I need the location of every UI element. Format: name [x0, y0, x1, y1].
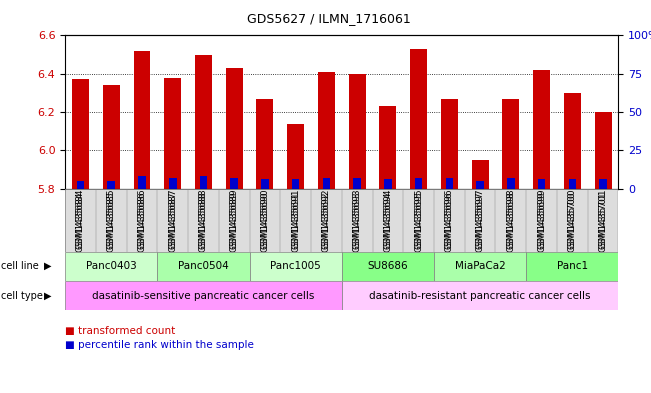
Text: GDS5627 / ILMN_1716061: GDS5627 / ILMN_1716061: [247, 12, 411, 25]
Bar: [249, 252, 342, 281]
Bar: [594, 112, 611, 189]
Text: GSM1435688: GSM1435688: [199, 192, 208, 252]
Text: GSM1435693: GSM1435693: [353, 192, 362, 252]
Text: cell type: cell type: [1, 291, 42, 301]
Text: ■ percentile rank within the sample: ■ percentile rank within the sample: [65, 340, 254, 350]
Text: Panc0504: Panc0504: [178, 261, 229, 271]
Bar: [415, 178, 422, 189]
Text: dasatinib-sensitive pancreatic cancer cells: dasatinib-sensitive pancreatic cancer ce…: [92, 291, 314, 301]
Text: GSM1435689: GSM1435689: [230, 189, 239, 249]
Text: GSM1435698: GSM1435698: [506, 192, 516, 252]
Bar: [230, 178, 238, 189]
Text: GSM1435690: GSM1435690: [260, 189, 270, 249]
Text: GSM1435693: GSM1435693: [353, 189, 362, 249]
Bar: [292, 180, 299, 189]
Bar: [138, 176, 146, 189]
Bar: [441, 99, 458, 189]
Text: GSM1435688: GSM1435688: [199, 189, 208, 249]
Bar: [195, 55, 212, 189]
Text: GSM1435695: GSM1435695: [414, 189, 423, 249]
Text: GSM1435687: GSM1435687: [168, 192, 177, 252]
Text: GSM1435686: GSM1435686: [137, 192, 146, 252]
Bar: [564, 93, 581, 189]
Bar: [380, 106, 396, 189]
Bar: [107, 181, 115, 189]
Bar: [349, 73, 366, 189]
Text: GSM1435701: GSM1435701: [598, 192, 607, 252]
Text: GSM1435697: GSM1435697: [476, 189, 484, 249]
Text: GSM1435685: GSM1435685: [107, 192, 116, 252]
Bar: [133, 51, 150, 189]
Text: GSM1435695: GSM1435695: [414, 192, 423, 252]
Bar: [72, 79, 89, 189]
Text: ▶: ▶: [44, 291, 52, 301]
Text: GSM1435697: GSM1435697: [476, 192, 484, 252]
Text: ■ transformed count: ■ transformed count: [65, 326, 175, 336]
Text: GSM1435684: GSM1435684: [76, 189, 85, 249]
Bar: [384, 180, 392, 189]
Text: GSM1435698: GSM1435698: [506, 189, 516, 249]
Text: GSM1435687: GSM1435687: [168, 189, 177, 249]
Text: GSM1435701: GSM1435701: [598, 189, 607, 249]
Bar: [200, 176, 207, 189]
Text: GSM1435694: GSM1435694: [383, 189, 393, 249]
Text: dasatinib-resistant pancreatic cancer cells: dasatinib-resistant pancreatic cancer ce…: [369, 291, 591, 301]
Bar: [538, 180, 546, 189]
Text: SU8686: SU8686: [368, 261, 408, 271]
Bar: [342, 281, 618, 310]
Text: GSM1435692: GSM1435692: [322, 189, 331, 249]
Text: ▶: ▶: [44, 261, 52, 271]
Bar: [445, 178, 453, 189]
Bar: [65, 281, 342, 310]
Bar: [477, 181, 484, 189]
Bar: [256, 99, 273, 189]
Text: GSM1435685: GSM1435685: [107, 189, 116, 249]
Text: GSM1435699: GSM1435699: [537, 189, 546, 249]
Bar: [318, 72, 335, 189]
Bar: [410, 49, 427, 189]
Bar: [507, 178, 515, 189]
Bar: [65, 252, 158, 281]
Text: GSM1435700: GSM1435700: [568, 192, 577, 252]
Text: GSM1435691: GSM1435691: [291, 192, 300, 252]
Bar: [526, 252, 618, 281]
Text: GSM1435696: GSM1435696: [445, 189, 454, 249]
Bar: [226, 68, 243, 189]
Text: GSM1435699: GSM1435699: [537, 192, 546, 252]
Bar: [323, 178, 330, 189]
Text: MiaPaCa2: MiaPaCa2: [455, 261, 505, 271]
Bar: [169, 178, 176, 189]
Bar: [287, 123, 304, 189]
Bar: [77, 181, 84, 189]
Text: GSM1435696: GSM1435696: [445, 192, 454, 252]
Bar: [261, 180, 269, 189]
Bar: [353, 178, 361, 189]
Bar: [533, 70, 550, 189]
Text: GSM1435691: GSM1435691: [291, 189, 300, 249]
Text: cell line: cell line: [1, 261, 38, 271]
Text: Panc1: Panc1: [557, 261, 588, 271]
Bar: [164, 77, 181, 189]
Text: GSM1435700: GSM1435700: [568, 189, 577, 249]
Text: GSM1435686: GSM1435686: [137, 189, 146, 249]
Text: Panc1005: Panc1005: [270, 261, 321, 271]
Text: GSM1435694: GSM1435694: [383, 192, 393, 252]
Text: GSM1435689: GSM1435689: [230, 192, 239, 252]
Bar: [503, 99, 519, 189]
Bar: [568, 180, 576, 189]
Bar: [434, 252, 526, 281]
Bar: [158, 252, 249, 281]
Bar: [472, 160, 488, 189]
Bar: [600, 180, 607, 189]
Text: Panc0403: Panc0403: [86, 261, 137, 271]
Text: GSM1435692: GSM1435692: [322, 192, 331, 252]
Text: GSM1435684: GSM1435684: [76, 192, 85, 252]
Bar: [103, 85, 120, 189]
Bar: [342, 252, 434, 281]
Text: GSM1435690: GSM1435690: [260, 192, 270, 252]
